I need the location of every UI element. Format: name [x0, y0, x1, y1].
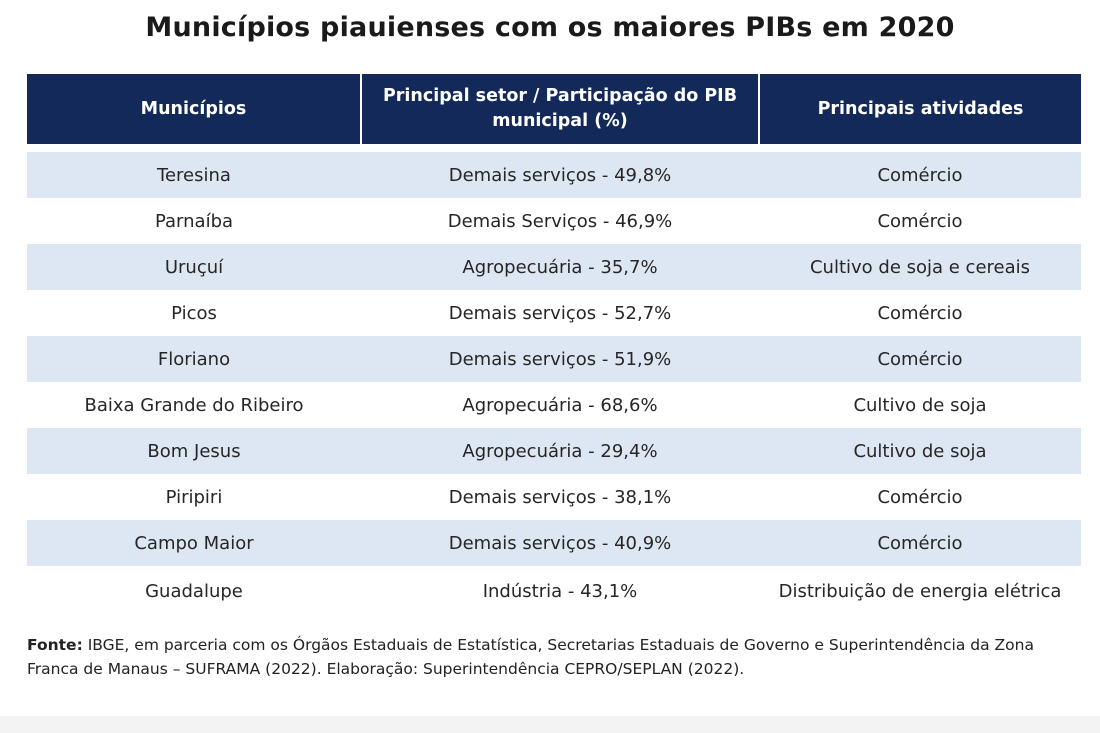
- cell-municipio: Picos: [171, 302, 217, 324]
- table-row: Picos Demais serviços - 52,7% Comércio: [27, 290, 1081, 336]
- cell-setor: Demais serviços - 51,9%: [361, 336, 759, 382]
- pib-table: Municípios Principal setor / Participaçã…: [27, 74, 1081, 618]
- cell-municipio: Campo Maior: [27, 520, 361, 566]
- header-principal-setor: Principal setor / Participação do PIB mu…: [360, 74, 759, 144]
- cell-atividade: Comércio: [759, 520, 1081, 566]
- cell-setor: Demais serviços - 38,1%: [448, 486, 672, 508]
- cell-atividade: Cultivo de soja: [853, 394, 987, 416]
- table-header-row: Municípios Principal setor / Participaçã…: [27, 74, 1081, 144]
- cell-setor: Demais Serviços - 46,9%: [447, 210, 673, 232]
- source-note: Fonte: IBGE, em parceria com os Órgãos E…: [27, 633, 1087, 681]
- cell-municipio: Parnaíba: [154, 210, 234, 232]
- spacer-cell: [27, 144, 1081, 152]
- cell-atividade: Comércio: [877, 486, 963, 508]
- cell-municipio: Baixa Grande do Ribeiro: [84, 394, 304, 416]
- table-row: Campo Maior Demais serviços - 40,9% Comé…: [27, 520, 1081, 566]
- cell-atividade: Comércio: [759, 152, 1081, 198]
- source-text: IBGE, em parceria com os Órgãos Estaduai…: [27, 636, 1034, 678]
- table-row: Parnaíba Demais Serviços - 46,9% Comérci…: [27, 198, 1081, 244]
- cell-municipio: Piripiri: [165, 486, 223, 508]
- cell-setor: Indústria - 43,1%: [482, 581, 638, 602]
- table-row: Guadalupe Indústria - 43,1% Distribuição…: [27, 566, 1081, 618]
- cell-setor: Agropecuária - 29,4%: [361, 428, 759, 474]
- cell-atividade: Distribuição de energia elétrica: [778, 581, 1062, 602]
- header-principais-atividades: Principais atividades: [758, 74, 1081, 144]
- cell-municipio: Floriano: [27, 336, 361, 382]
- cell-municipio: Teresina: [27, 152, 361, 198]
- cell-setor: Demais serviços - 52,7%: [448, 302, 672, 324]
- cell-municipio: Uruçuí: [27, 244, 361, 290]
- table-row: Teresina Demais serviços - 49,8% Comérci…: [27, 152, 1081, 198]
- table-row: Floriano Demais serviços - 51,9% Comérci…: [27, 336, 1081, 382]
- table-row: Bom Jesus Agropecuária - 29,4% Cultivo d…: [27, 428, 1081, 474]
- cell-setor: Demais serviços - 49,8%: [361, 152, 759, 198]
- cell-atividade: Comércio: [877, 210, 963, 232]
- cell-atividade: Comércio: [877, 302, 963, 324]
- cell-atividade: Cultivo de soja: [759, 428, 1081, 474]
- table-row: Uruçuí Agropecuária - 35,7% Cultivo de s…: [27, 244, 1081, 290]
- table-card: Municípios piauienses com os maiores PIB…: [0, 0, 1100, 716]
- page-title: Municípios piauienses com os maiores PIB…: [145, 12, 955, 43]
- header-municipios: Municípios: [27, 74, 361, 144]
- cell-municipio: Bom Jesus: [27, 428, 361, 474]
- cell-setor: Demais serviços - 40,9%: [361, 520, 759, 566]
- cell-setor: Agropecuária - 68,6%: [462, 394, 658, 416]
- cell-setor: Agropecuária - 35,7%: [361, 244, 759, 290]
- cell-atividade: Comércio: [759, 336, 1081, 382]
- header-spacer: [27, 144, 1081, 152]
- cell-atividade: Cultivo de soja e cereais: [759, 244, 1081, 290]
- source-label: Fonte:: [27, 636, 83, 654]
- cell-municipio: Guadalupe: [145, 581, 243, 602]
- table-row: Piripiri Demais serviços - 38,1% Comérci…: [27, 474, 1081, 520]
- table-row: Baixa Grande do Ribeiro Agropecuária - 6…: [27, 382, 1081, 428]
